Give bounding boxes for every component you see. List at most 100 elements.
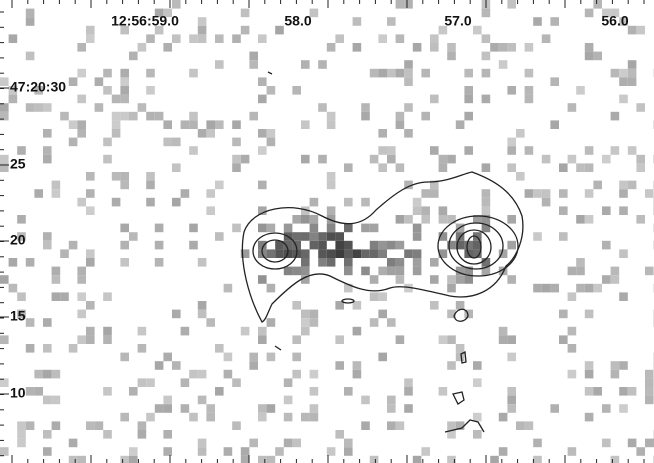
sky-image: 12:56:59.0 58.0 57.0 56.0 47:20:30 25 20… xyxy=(0,0,654,463)
pixel xyxy=(413,249,422,258)
pixel xyxy=(95,421,104,430)
pixel xyxy=(636,26,645,35)
pixel xyxy=(645,189,654,198)
pixel xyxy=(327,206,336,215)
pixel xyxy=(120,413,129,422)
pixel xyxy=(585,146,594,155)
pixel xyxy=(568,344,577,353)
pixel xyxy=(301,215,310,224)
pixel xyxy=(370,224,379,233)
pixel xyxy=(181,378,190,387)
pixel xyxy=(146,172,155,181)
pixel xyxy=(507,404,516,413)
pixel xyxy=(198,439,207,448)
pixel xyxy=(327,172,336,181)
pixel xyxy=(103,387,112,396)
pixel-grid xyxy=(0,0,654,463)
pixel xyxy=(559,206,568,215)
pixel xyxy=(77,310,86,319)
pixel xyxy=(138,378,147,387)
pixel xyxy=(292,439,301,448)
pixel xyxy=(103,155,112,164)
pixel xyxy=(284,267,293,276)
pixel xyxy=(95,77,104,86)
pixel xyxy=(310,370,319,379)
pixel xyxy=(533,284,542,293)
pixel xyxy=(232,34,241,43)
pixel xyxy=(60,112,69,121)
pixel xyxy=(275,447,284,456)
contour xyxy=(268,72,272,74)
pixel xyxy=(482,189,491,198)
pixel xyxy=(292,86,301,95)
pixel xyxy=(292,335,301,344)
pixel xyxy=(103,69,112,78)
pixel xyxy=(224,370,233,379)
pixel xyxy=(396,112,405,121)
pixel xyxy=(439,163,448,172)
pixel xyxy=(327,120,336,129)
pixel xyxy=(241,9,250,18)
pixel xyxy=(378,292,387,301)
pixel xyxy=(17,146,26,155)
pixel xyxy=(258,224,267,233)
pixel xyxy=(155,404,164,413)
pixel xyxy=(602,275,611,284)
pixel xyxy=(628,439,637,448)
pixel xyxy=(17,430,26,439)
pixel xyxy=(258,413,267,422)
pixel xyxy=(387,404,396,413)
pixel xyxy=(611,69,620,78)
pixel xyxy=(602,241,611,250)
pixel xyxy=(507,335,516,344)
pixel xyxy=(344,447,353,456)
pixel xyxy=(447,421,456,430)
pixel xyxy=(456,344,465,353)
pixel xyxy=(43,447,52,456)
pixel xyxy=(430,301,439,310)
pixel xyxy=(284,396,293,405)
pixel xyxy=(120,456,129,463)
pixel xyxy=(146,198,155,207)
pixel xyxy=(77,198,86,207)
pixel xyxy=(120,69,129,78)
pixel xyxy=(421,215,430,224)
pixel xyxy=(576,215,585,224)
pixel xyxy=(249,52,258,61)
pixel xyxy=(318,258,327,267)
pixel xyxy=(120,241,129,250)
pixel xyxy=(430,275,439,284)
pixel xyxy=(292,301,301,310)
pixel xyxy=(404,387,413,396)
pixel xyxy=(396,34,405,43)
pixel xyxy=(353,43,362,52)
pixel xyxy=(387,318,396,327)
pixel xyxy=(301,413,310,422)
pixel xyxy=(258,456,267,463)
pixel xyxy=(138,421,147,430)
pixel xyxy=(576,267,585,276)
pixel xyxy=(26,52,35,61)
pixel xyxy=(361,421,370,430)
pixel xyxy=(507,138,516,147)
pixel xyxy=(112,120,121,129)
pixel xyxy=(198,447,207,456)
pixel xyxy=(361,396,370,405)
pixel xyxy=(447,284,456,293)
pixel xyxy=(499,60,508,69)
pixel xyxy=(378,129,387,138)
pixel xyxy=(120,172,129,181)
pixel xyxy=(267,138,276,147)
pixel xyxy=(473,361,482,370)
pixel xyxy=(404,404,413,413)
pixel xyxy=(628,26,637,35)
pixel xyxy=(396,335,405,344)
pixel xyxy=(172,361,181,370)
pixel xyxy=(129,232,138,241)
pixel xyxy=(215,34,224,43)
pixel xyxy=(387,258,396,267)
pixel xyxy=(611,267,620,276)
pixel xyxy=(430,95,439,104)
pixel xyxy=(542,34,551,43)
ticks xyxy=(0,0,644,463)
